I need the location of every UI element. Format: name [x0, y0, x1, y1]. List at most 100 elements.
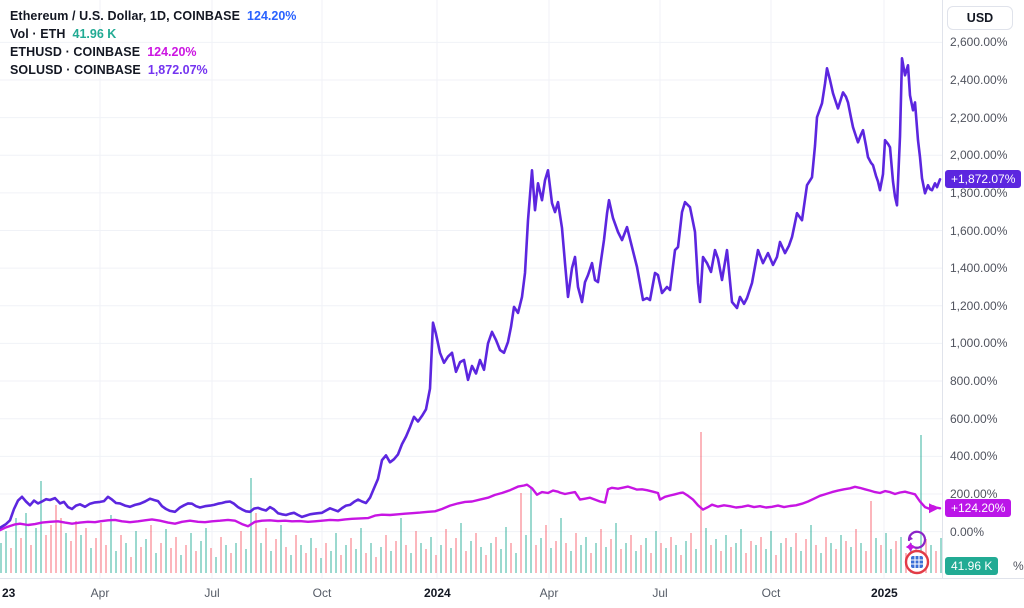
chart-pane[interactable]: Ethereum / U.S. Dollar, 1D, COINBASE 124… [0, 0, 942, 578]
volume-bar [730, 547, 732, 573]
volume-bar [155, 553, 157, 573]
volume-bar [410, 553, 412, 573]
ethusd-compare-change: 124.20% [147, 45, 197, 59]
volume-bar [590, 553, 592, 573]
volume-value: 41.96 K [72, 27, 117, 41]
legend-row-volume[interactable]: Vol · ETH 41.96 K [10, 25, 296, 43]
price-axis-label: 800.00% [950, 374, 998, 389]
volume-bar [815, 545, 817, 573]
price-axis-label: 400.00% [950, 449, 998, 464]
ethusd-line[interactable] [0, 483, 942, 532]
volume-bar [225, 545, 227, 573]
volume-bar [385, 535, 387, 573]
sync-sparkle-icon [901, 525, 931, 555]
volume-bar [190, 533, 192, 573]
volume-bar [220, 537, 222, 573]
volume-bar [160, 543, 162, 573]
volume-bar [325, 543, 327, 573]
volume-bar [175, 537, 177, 573]
volume-bar [630, 535, 632, 573]
volume-bar [825, 537, 827, 573]
volume-bar [395, 541, 397, 573]
volume-bar [510, 543, 512, 573]
volume-bar [480, 547, 482, 573]
volume-bar [60, 518, 62, 573]
time-axis[interactable]: 23 Apr Jul Oct 2024 Apr Jul Oct 2025 [0, 578, 1024, 608]
price-axis-label: 1,200.00% [950, 298, 1008, 313]
covered-axis-label-tail: % [1013, 559, 1024, 573]
volume-bar [0, 543, 2, 573]
legend-row-solusd-compare[interactable]: SOLUSD · COINBASE 1,872.07% [10, 61, 296, 79]
volume-bar [415, 531, 417, 573]
volume-bar [755, 545, 757, 573]
volume-bar [335, 533, 337, 573]
price-axis-label: 1,800.00% [950, 185, 1008, 200]
volume-bar [620, 549, 622, 573]
volume-bar [710, 545, 712, 573]
volume-bar [525, 535, 527, 573]
volume-bar [760, 537, 762, 573]
legend-row-main-symbol[interactable]: Ethereum / U.S. Dollar, 1D, COINBASE 124… [10, 7, 296, 25]
volume-bar [330, 551, 332, 573]
volume-bar [265, 528, 267, 573]
volume-bar [680, 555, 682, 573]
eth-price-badge: +124.20% [945, 499, 1012, 518]
volume-bar [140, 547, 142, 573]
volume-bar [255, 513, 257, 573]
price-axis-label: 2,400.00% [950, 72, 1008, 87]
price-axis-label: 2,000.00% [950, 148, 1008, 163]
volume-bar [835, 549, 837, 573]
volume-bar [275, 539, 277, 573]
volume-bar [80, 535, 82, 573]
volume-bar [695, 549, 697, 573]
volume-bar [665, 548, 667, 573]
volume-bar [520, 493, 522, 573]
volume-bar [490, 543, 492, 573]
time-axis-label: 23 [2, 586, 16, 600]
volume-bar [475, 533, 477, 573]
volume-bar [505, 527, 507, 573]
volume-bar [855, 529, 857, 573]
volume-bar [845, 541, 847, 573]
time-axis-label: Oct [761, 586, 781, 600]
ethusd-compare-title: ETHUSD · COINBASE [10, 45, 141, 59]
volume-bar [865, 551, 867, 573]
volume-bar [940, 538, 942, 573]
volume-bar [35, 528, 37, 573]
volume-bar [50, 525, 52, 573]
volume-bar [805, 539, 807, 573]
volume-bar [405, 545, 407, 573]
volume-bar [290, 555, 292, 573]
volume-bar [270, 551, 272, 573]
volume-bar [470, 541, 472, 573]
currency-unit-button[interactable]: USD [947, 6, 1013, 30]
volume-bar [230, 553, 232, 573]
volume-bar [125, 543, 127, 573]
volume-bar [550, 548, 552, 573]
price-axis[interactable]: USD 2,600.00% 2,400.00% 2,200.00% 2,000.00%… [942, 0, 1024, 578]
volume-bar [880, 545, 882, 573]
volume-bar [360, 528, 362, 573]
volume-bar [780, 543, 782, 573]
volume-bar [85, 528, 87, 573]
volume-bar [115, 551, 117, 573]
volume-bar [615, 523, 617, 573]
volume-bar [900, 537, 902, 573]
solusd-line[interactable] [0, 56, 942, 530]
price-axis-label: 200.00% [950, 486, 998, 501]
volume-bar [565, 543, 567, 573]
volume-bar [435, 555, 437, 573]
time-axis-label: Apr [539, 586, 559, 600]
legend-row-ethusd-compare[interactable]: ETHUSD · COINBASE 124.20% [10, 43, 296, 61]
volume-bar [700, 432, 702, 573]
chart-canvas[interactable] [0, 0, 942, 578]
volume-bar [840, 535, 842, 573]
volume-bar [355, 549, 357, 573]
volume-bar [110, 515, 112, 573]
volume-bar [370, 543, 372, 573]
volume-bar [365, 553, 367, 573]
price-axis-label: 1,000.00% [950, 336, 1008, 351]
volume-bar [675, 545, 677, 573]
volume-bar [800, 551, 802, 573]
volume-bar [305, 553, 307, 573]
